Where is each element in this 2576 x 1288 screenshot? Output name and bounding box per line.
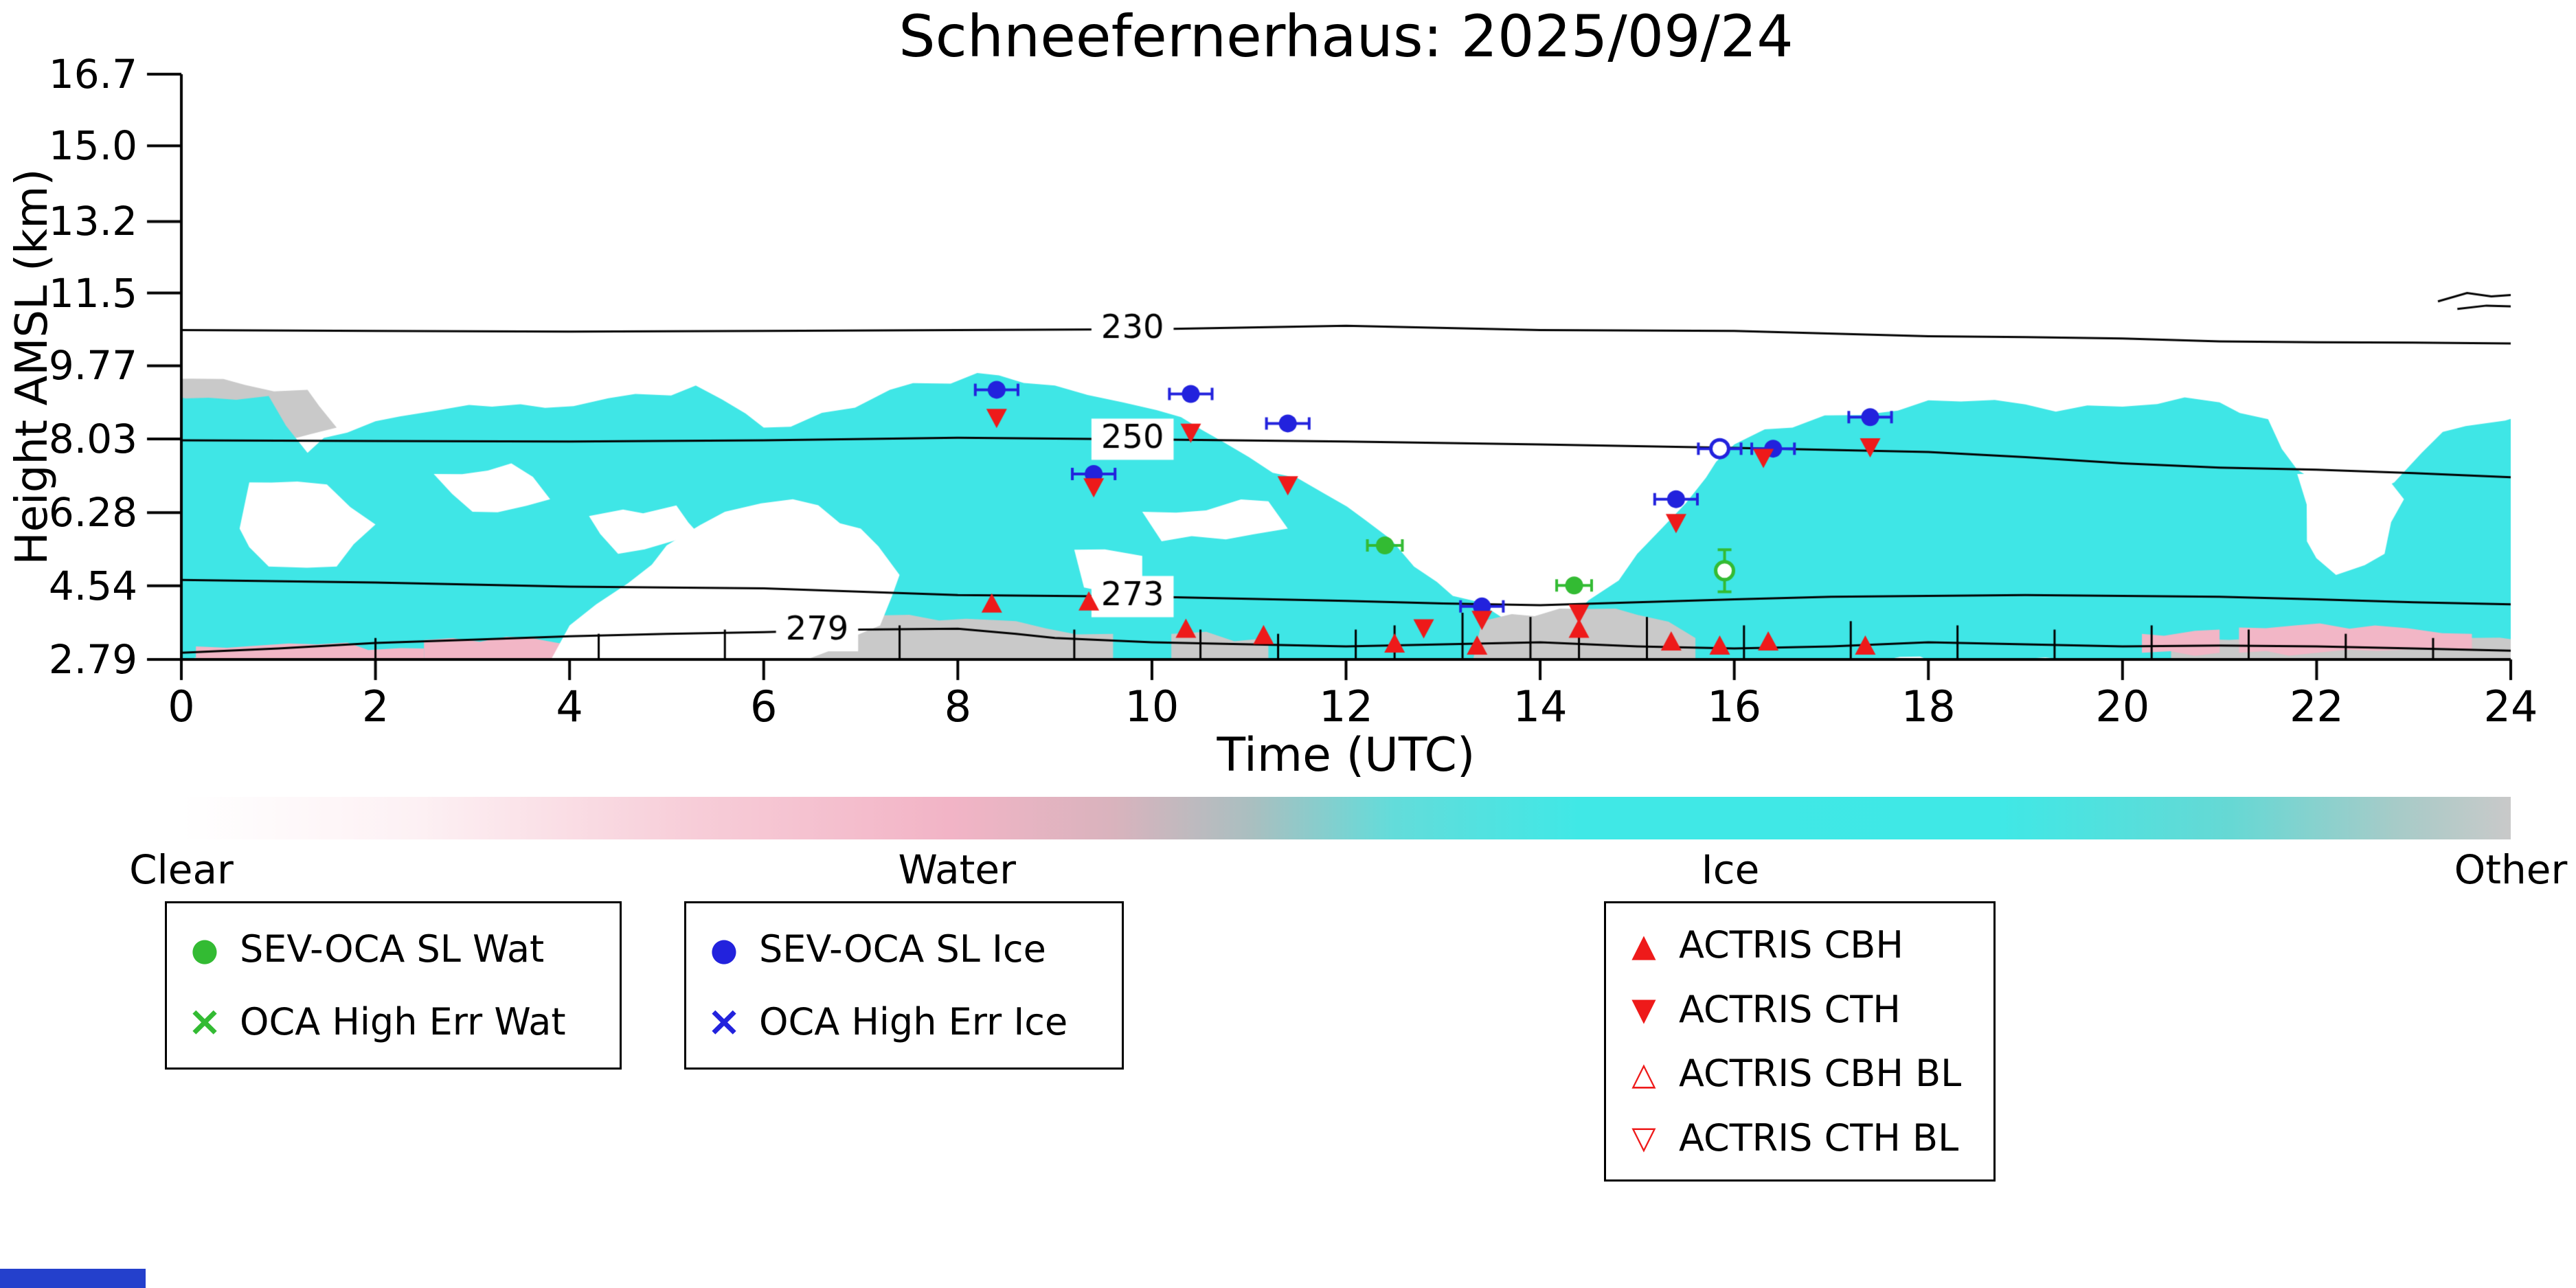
legend-item-label: SEV-OCA SL Wat bbox=[240, 927, 545, 971]
y-tick-label: 4.54 bbox=[48, 562, 137, 609]
legend-item-label: OCA High Err Wat bbox=[240, 999, 566, 1043]
legend-item-label: ACTRIS CBH BL bbox=[1679, 1052, 1962, 1096]
legend-item-label: ACTRIS CTH bbox=[1679, 987, 1901, 1031]
y-tick-label: 11.5 bbox=[48, 269, 137, 317]
colorbar-label: Other bbox=[2454, 846, 2568, 893]
y-tick-label: 2.79 bbox=[48, 636, 137, 683]
x-tick-label: 8 bbox=[944, 681, 972, 732]
y-tick-label: 9.77 bbox=[48, 342, 137, 389]
colorbar bbox=[181, 797, 2511, 839]
colorbar-label: Ice bbox=[1701, 846, 1760, 893]
legend-item: ▼ ACTRIS CTH bbox=[1625, 988, 1974, 1031]
x-tick-label: 12 bbox=[1319, 681, 1373, 732]
legend-item: × OCA High Err Wat bbox=[186, 1000, 600, 1043]
legend-item: ● SEV-OCA SL Wat bbox=[186, 927, 600, 971]
legend-item: ▲ ACTRIS CBH bbox=[1625, 923, 1974, 967]
legend-item: △ ACTRIS CBH BL bbox=[1625, 1052, 1974, 1095]
y-tick-label: 6.28 bbox=[48, 489, 137, 536]
x-tick-label: 2 bbox=[361, 681, 389, 732]
x-tick-label: 16 bbox=[1707, 681, 1762, 732]
legend-item-label: OCA High Err Ice bbox=[759, 999, 1068, 1043]
y-tick-label: 8.03 bbox=[48, 416, 137, 463]
legend-item-label: ACTRIS CTH BL bbox=[1679, 1116, 1959, 1160]
triangle-down-filled-marker-icon: ▼ bbox=[1631, 991, 1656, 1028]
y-tick-label: 16.7 bbox=[48, 51, 137, 98]
legend-item: × OCA High Err Ice bbox=[705, 1000, 1103, 1043]
x-tick-label: 14 bbox=[1513, 681, 1568, 732]
x-filled-marker-icon: × bbox=[706, 997, 742, 1046]
x-tick-label: 18 bbox=[1901, 681, 1956, 732]
x-tick-label: 4 bbox=[556, 681, 583, 732]
circle-filled-marker-icon: ● bbox=[190, 930, 219, 968]
triangle-down-open-marker-icon: ▽ bbox=[1631, 1119, 1656, 1157]
triangle-up-filled-marker-icon: ▲ bbox=[1631, 926, 1656, 964]
circle-filled-marker-icon: ● bbox=[710, 930, 738, 968]
x-tick-label: 10 bbox=[1125, 681, 1179, 732]
legend-box-2: ● SEV-OCA SL Ice × OCA High Err Ice bbox=[684, 901, 1124, 1070]
bottom-left-blue-strip bbox=[0, 1269, 146, 1288]
y-tick-label: 15.0 bbox=[48, 122, 137, 170]
y-tick-label: 13.2 bbox=[48, 198, 137, 245]
legend-item-label: ACTRIS CBH bbox=[1679, 923, 1903, 967]
x-tick-label: 0 bbox=[168, 681, 195, 732]
legend-box-3: ▲ ACTRIS CBH ▼ ACTRIS CTH △ ACTRIS CBH BL ▽ ACT… bbox=[1604, 901, 1996, 1182]
legend-box-1: ● SEV-OCA SL Wat × OCA High Err Wat bbox=[165, 901, 622, 1070]
x-axis-label: Time (UTC) bbox=[1217, 728, 1476, 782]
legend-item: ● SEV-OCA SL Ice bbox=[705, 927, 1103, 971]
x-tick-label: 24 bbox=[2483, 681, 2538, 732]
x-tick-label: 6 bbox=[750, 681, 778, 732]
legend-item-label: SEV-OCA SL Ice bbox=[759, 927, 1046, 971]
legend-item: ▽ ACTRIS CTH BL bbox=[1625, 1116, 1974, 1160]
colorbar-label: Clear bbox=[129, 846, 234, 893]
colorbar-label: Water bbox=[898, 846, 1016, 893]
triangle-up-open-marker-icon: △ bbox=[1631, 1054, 1656, 1092]
x-tick-label: 22 bbox=[2289, 681, 2344, 732]
x-tick-label: 20 bbox=[2095, 681, 2150, 732]
x-filled-marker-icon: × bbox=[187, 997, 223, 1046]
